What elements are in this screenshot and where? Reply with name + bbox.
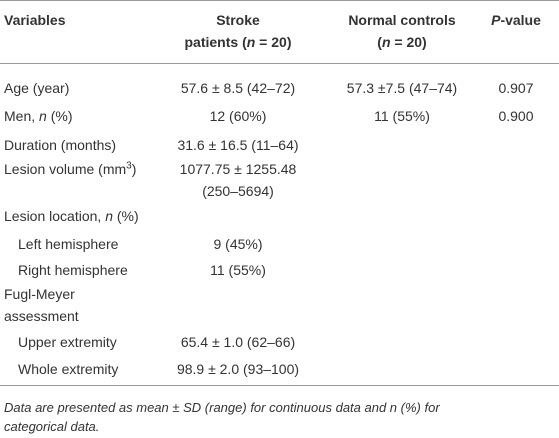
- header-cell: Normal controls (n = 20): [330, 9, 474, 53]
- cell: 9 (45%): [213, 236, 263, 252]
- cell: 0.900: [498, 108, 534, 124]
- cell: 11 (55%): [210, 262, 266, 278]
- cell: Age (year): [4, 80, 70, 96]
- cell: 31.6 ± 16.5 (11–64): [177, 137, 299, 153]
- header-cell: P-value: [476, 9, 556, 31]
- text: (250–5694): [202, 183, 274, 199]
- cell: 12 (60%): [209, 108, 267, 124]
- text: Men,: [4, 108, 40, 124]
- text: Fugl-Meyer: [4, 286, 75, 302]
- text: (: [377, 34, 382, 50]
- text: n: [381, 34, 391, 50]
- cell: Upper extremity: [18, 334, 117, 350]
- text: (%): [46, 108, 73, 124]
- cell: 11 (55%): [374, 108, 430, 124]
- text: Lesion volume (mm: [4, 161, 127, 177]
- footnote: categorical data.: [4, 419, 100, 434]
- text: n: [105, 208, 113, 224]
- cell: 1077.75 ± 1255.48 (250–5694): [150, 158, 326, 202]
- rule: [0, 0, 559, 1]
- header-cell: Variables: [4, 12, 66, 28]
- text: -value: [500, 12, 541, 28]
- cell: Lesion location, n (%): [4, 205, 139, 227]
- cell: Duration (months): [4, 137, 117, 153]
- cell: 65.4 ± 1.0 (62–66): [180, 334, 296, 350]
- header-cell: Stroke patients (n = 20): [150, 9, 326, 53]
- text: 1077.75 ± 1255.48: [179, 161, 297, 177]
- footnote: Data are presented as mean ± SD (range) …: [4, 400, 440, 415]
- text: 3: [126, 160, 132, 172]
- rule: [0, 63, 559, 64]
- cell: Right hemisphere: [18, 262, 128, 278]
- cell: 0.907: [498, 80, 534, 96]
- cell: Whole extremity: [18, 361, 119, 377]
- cell: Men, n (%): [4, 105, 72, 127]
- text: (%): [112, 208, 139, 224]
- cell: 57.6 ± 8.5 (42–72): [180, 80, 296, 96]
- text: = 20): [390, 34, 427, 50]
- text: assessment: [4, 308, 79, 324]
- text: Lesion location,: [4, 208, 106, 224]
- cell: Fugl-Meyer assessment: [4, 283, 79, 327]
- text: Stroke: [216, 12, 260, 28]
- cell: 57.3 ±7.5 (47–74): [346, 80, 458, 96]
- text: P: [491, 12, 501, 28]
- text: ): [131, 161, 137, 177]
- text: n: [39, 108, 47, 124]
- cell: Lesion volume (mm3): [4, 158, 136, 180]
- cell: 98.9 ± 2.0 (93–100): [176, 361, 300, 377]
- text: = 20): [255, 34, 292, 50]
- text: Normal controls: [348, 12, 456, 28]
- text: patients (: [184, 34, 247, 50]
- rule: [0, 385, 559, 386]
- cell: Left hemisphere: [18, 236, 119, 252]
- text: n: [246, 34, 256, 50]
